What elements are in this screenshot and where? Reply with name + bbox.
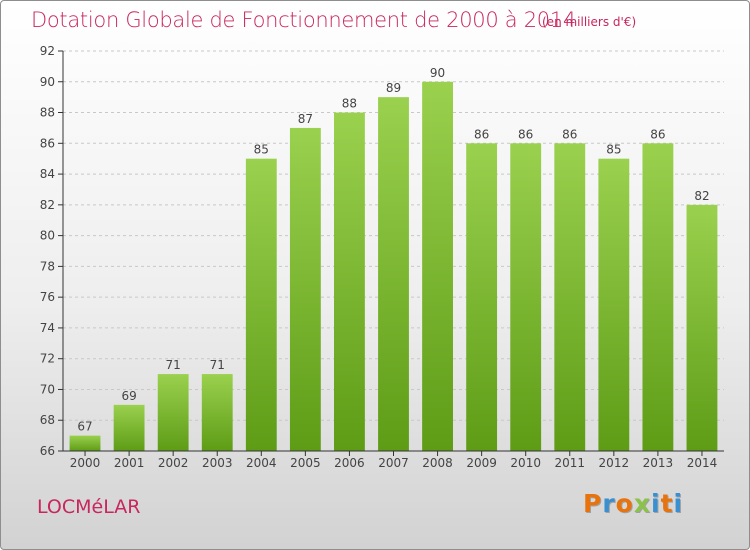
logo-letter: t	[660, 489, 674, 518]
bar-2004	[245, 158, 277, 451]
bar-2014	[686, 204, 718, 451]
bar-value-label: 82	[694, 189, 709, 203]
bar-value-label: 67	[77, 420, 92, 434]
bar-value-label: 90	[430, 66, 445, 80]
y-tick-label: 74	[40, 321, 55, 335]
logo-letter: r	[602, 489, 616, 518]
unit-note: (en milliers d'€)	[542, 15, 637, 29]
y-tick-label: 92	[40, 44, 55, 58]
bar-2010	[510, 143, 542, 452]
x-tick-label: 2012	[599, 456, 630, 470]
bar-2012	[598, 158, 630, 451]
x-tick-label: 2011	[554, 456, 585, 470]
y-tick-label: 76	[40, 290, 55, 304]
bar-value-label: 71	[166, 358, 181, 372]
bar-value-label: 86	[474, 127, 489, 141]
y-tick-label: 66	[40, 444, 55, 458]
bar-value-label: 88	[342, 97, 357, 111]
bar-value-label: 86	[518, 127, 533, 141]
y-tick-label: 86	[40, 136, 55, 150]
bar-value-label: 85	[606, 143, 621, 157]
bar-value-label: 87	[298, 112, 313, 126]
logo-letter: x	[633, 489, 651, 518]
bar-2007	[378, 97, 409, 452]
logo-letter: i	[673, 489, 684, 518]
bar-2001	[113, 404, 145, 451]
x-tick-label: 2010	[510, 456, 541, 470]
bar-2000	[69, 435, 101, 451]
x-tick-label: 2003	[202, 456, 233, 470]
axes	[58, 50, 724, 456]
x-tick-label: 2014	[687, 456, 718, 470]
commune-name: LOCMéLAR	[37, 496, 141, 518]
y-tick-label: 90	[40, 75, 55, 89]
x-tick-label: 2013	[643, 456, 674, 470]
bar-2003	[201, 374, 233, 451]
bar-2009	[466, 143, 498, 452]
y-tick-label: 78	[40, 259, 55, 273]
bar-value-label: 85	[254, 143, 269, 157]
bars	[69, 81, 718, 452]
bar-2002	[157, 374, 189, 451]
logo-letter: o	[615, 489, 634, 518]
bar-value-label: 71	[210, 358, 225, 372]
bar-2011	[554, 143, 586, 452]
x-tick-label: 2005	[290, 456, 321, 470]
labels: 66 68 70 72 74 76 78 80 82 84 86 88 90 92 67 2000 69 2001…	[40, 44, 718, 470]
bar-value-label: 86	[650, 127, 665, 141]
x-tick-label: 2008	[422, 456, 453, 470]
bar-value-label: 89	[386, 81, 401, 95]
y-tick-label: 72	[40, 352, 55, 366]
y-tick-label: 68	[40, 413, 55, 427]
bar-value-label: 86	[562, 127, 577, 141]
logo-letter: i	[651, 489, 661, 518]
logo-letter: P	[583, 489, 603, 518]
y-tick-label: 82	[40, 198, 55, 212]
bar-2013	[642, 143, 674, 452]
chart-title: Dotation Globale de Fonctionnement de 20…	[31, 8, 576, 32]
x-tick-label: 2001	[114, 456, 145, 470]
proxiti-logo[interactable]: Proxiti	[583, 489, 683, 518]
y-tick-label: 84	[40, 167, 55, 181]
y-tick-label: 80	[40, 229, 55, 243]
bar-2005	[289, 127, 321, 451]
x-tick-label: 2009	[466, 456, 497, 470]
x-tick-label: 2004	[246, 456, 277, 470]
bar-2008	[422, 81, 453, 452]
x-tick-label: 2006	[334, 456, 365, 470]
bar-value-label: 69	[121, 389, 136, 403]
x-tick-label: 2000	[70, 456, 101, 470]
y-tick-label: 88	[40, 106, 55, 120]
x-tick-label: 2007	[378, 456, 409, 470]
y-tick-label: 70	[40, 382, 55, 396]
x-tick-label: 2002	[158, 456, 189, 470]
bar-2006	[334, 112, 365, 452]
